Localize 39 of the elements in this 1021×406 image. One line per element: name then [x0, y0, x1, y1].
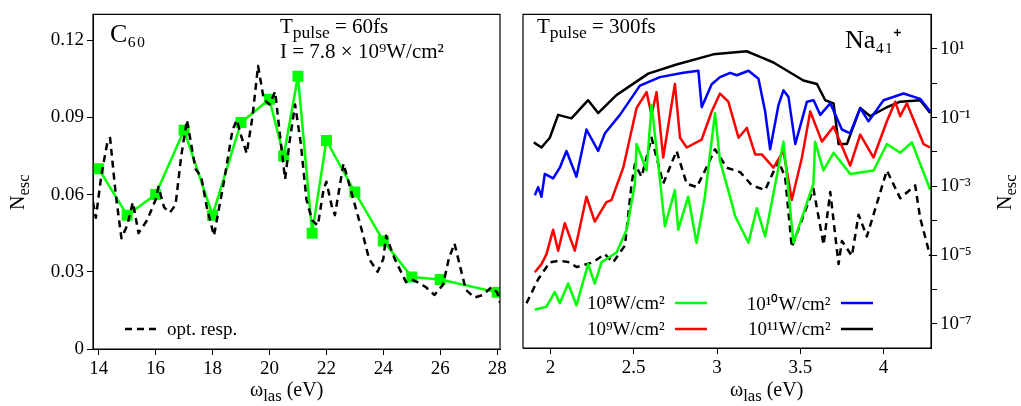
- legend-label: 10⁹W/cm²: [587, 318, 665, 340]
- y-tick-label: 0.06: [50, 182, 84, 204]
- x-tick-label: 4: [878, 356, 889, 378]
- x-tick-label: 16: [146, 357, 166, 379]
- legend-label: 10¹⁰W/cm²: [746, 292, 831, 316]
- legend-label: opt. resp.: [167, 318, 238, 340]
- y-tick-label: 0.03: [50, 259, 84, 281]
- x-tick-label: 18: [203, 357, 223, 379]
- point: [434, 274, 446, 285]
- x-tick-label: 3.5: [788, 356, 813, 378]
- x-axis-title: ω$_{las}$ (eV): [250, 378, 324, 406]
- y2-tick-label: 10⁻³: [940, 174, 971, 196]
- x-tick-label: 2.5: [621, 356, 646, 378]
- x-tick-label: 28: [487, 357, 507, 379]
- x-tick-label: 26: [430, 357, 450, 379]
- y-tick-label: 0: [74, 336, 84, 358]
- y2-tick-label: 10¹: [940, 36, 965, 58]
- y2-tick-label: 10⁻⁵: [940, 243, 972, 265]
- point: [306, 227, 318, 239]
- annotation: C₆₀: [110, 19, 146, 49]
- point: [406, 271, 418, 283]
- x-tick-label: 3: [712, 356, 722, 378]
- x-tick-label: 24: [373, 357, 394, 379]
- x-tick-label: 20: [259, 357, 279, 379]
- x-tick-label: 14: [89, 357, 109, 379]
- annotation: T$_{pulse}$ = 300fs: [537, 14, 656, 43]
- legend-label: 10¹¹W/cm²: [748, 318, 831, 340]
- point: [320, 135, 332, 147]
- annotation: T$_{pulse}$ = 60fs: [280, 14, 389, 43]
- annotation: Na₄₁⁺: [845, 25, 903, 55]
- y2-tick-label: 10⁻⁷: [940, 311, 972, 333]
- x-axis-title: ω$_{las}$ (eV): [730, 378, 804, 406]
- y-tick-label: 0.09: [50, 105, 84, 127]
- y-tick-label: 0.12: [50, 28, 84, 50]
- x-tick-label: 22: [316, 357, 336, 379]
- y2-tick-label: 10⁻¹: [940, 105, 971, 127]
- legend-label: 10⁸W/cm²: [587, 292, 665, 314]
- x-tick-label: 2: [545, 356, 556, 378]
- point: [292, 70, 304, 82]
